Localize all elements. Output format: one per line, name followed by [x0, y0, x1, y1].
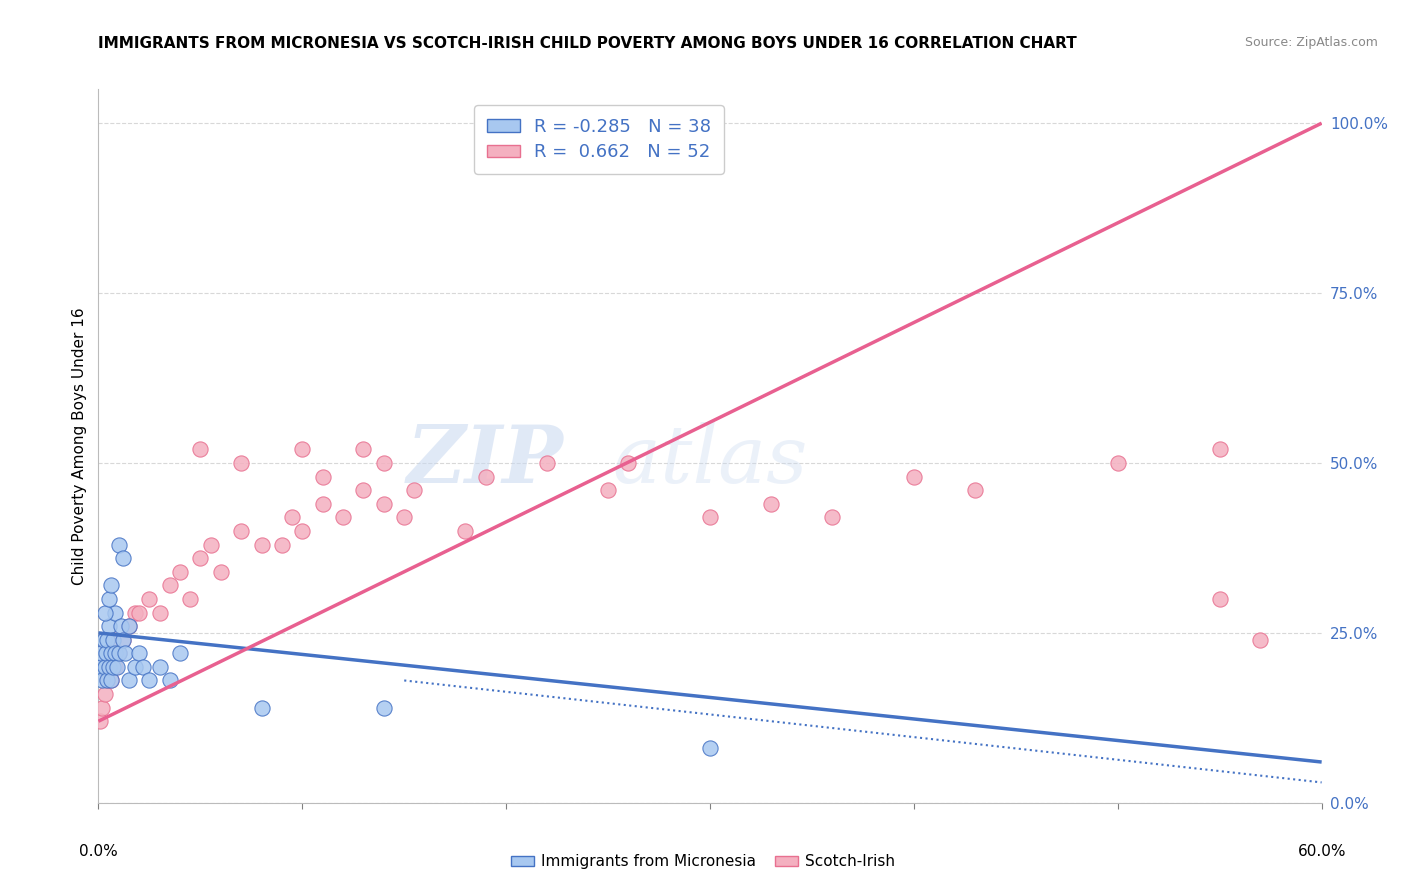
- Point: [101, 632, 124, 647]
- Point: [1249, 632, 1271, 647]
- Point: [128, 606, 150, 620]
- Point: [965, 483, 987, 498]
- Text: 0.0%: 0.0%: [79, 844, 118, 859]
- Text: Source: ZipAtlas.com: Source: ZipAtlas.com: [1244, 36, 1378, 49]
- Point: [312, 469, 335, 483]
- Point: [699, 510, 721, 524]
- Point: [91, 673, 114, 688]
- Point: [250, 537, 273, 551]
- Text: 60.0%: 60.0%: [1298, 844, 1346, 859]
- Point: [149, 660, 172, 674]
- Legend: Immigrants from Micronesia, Scotch-Irish: Immigrants from Micronesia, Scotch-Irish: [505, 848, 901, 875]
- Text: atlas: atlas: [612, 422, 807, 499]
- Point: [124, 660, 146, 674]
- Point: [1107, 456, 1129, 470]
- Text: ZIP: ZIP: [406, 422, 564, 499]
- Point: [1208, 591, 1232, 606]
- Point: [93, 606, 115, 620]
- Point: [104, 606, 127, 620]
- Point: [105, 660, 128, 674]
- Point: [231, 456, 253, 470]
- Point: [250, 700, 273, 714]
- Point: [118, 619, 141, 633]
- Point: [89, 714, 111, 729]
- Point: [100, 673, 122, 688]
- Point: [159, 578, 181, 592]
- Point: [132, 660, 155, 674]
- Point: [352, 483, 374, 498]
- Point: [291, 442, 314, 457]
- Point: [231, 524, 253, 538]
- Point: [903, 469, 925, 483]
- Point: [281, 510, 304, 524]
- Point: [97, 660, 120, 674]
- Text: IMMIGRANTS FROM MICRONESIA VS SCOTCH-IRISH CHILD POVERTY AMONG BOYS UNDER 16 COR: IMMIGRANTS FROM MICRONESIA VS SCOTCH-IRI…: [98, 36, 1077, 51]
- Point: [352, 442, 374, 457]
- Point: [96, 673, 118, 688]
- Point: [617, 456, 640, 470]
- Point: [97, 660, 120, 674]
- Point: [1208, 442, 1232, 457]
- Point: [91, 700, 114, 714]
- Point: [373, 700, 395, 714]
- Point: [596, 483, 619, 498]
- Point: [179, 591, 201, 606]
- Point: [124, 606, 146, 620]
- Point: [104, 646, 127, 660]
- Legend: R = -0.285   N = 38, R =  0.662   N = 52: R = -0.285 N = 38, R = 0.662 N = 52: [474, 105, 724, 174]
- Point: [209, 565, 232, 579]
- Y-axis label: Child Poverty Among Boys Under 16: Child Poverty Among Boys Under 16: [72, 307, 87, 585]
- Point: [373, 456, 395, 470]
- Point: [200, 537, 222, 551]
- Point: [111, 632, 134, 647]
- Point: [159, 673, 181, 688]
- Point: [392, 510, 416, 524]
- Point: [332, 510, 354, 524]
- Point: [536, 456, 558, 470]
- Point: [93, 687, 115, 701]
- Point: [404, 483, 426, 498]
- Point: [291, 524, 314, 538]
- Point: [89, 660, 111, 674]
- Point: [149, 606, 172, 620]
- Point: [759, 497, 782, 511]
- Point: [94, 646, 117, 660]
- Point: [100, 646, 122, 660]
- Point: [699, 741, 721, 756]
- Point: [454, 524, 477, 538]
- Point: [93, 660, 115, 674]
- Point: [110, 619, 132, 633]
- Point: [312, 497, 335, 511]
- Point: [270, 537, 294, 551]
- Point: [128, 646, 150, 660]
- Point: [96, 632, 118, 647]
- Point: [138, 591, 160, 606]
- Point: [821, 510, 844, 524]
- Point: [169, 646, 191, 660]
- Point: [93, 632, 115, 647]
- Point: [108, 646, 131, 660]
- Point: [108, 646, 131, 660]
- Point: [108, 537, 131, 551]
- Point: [138, 673, 160, 688]
- Point: [97, 619, 120, 633]
- Point: [104, 660, 127, 674]
- Point: [188, 551, 212, 566]
- Point: [373, 497, 395, 511]
- Point: [96, 673, 118, 688]
- Point: [100, 673, 122, 688]
- Point: [118, 673, 141, 688]
- Point: [101, 632, 124, 647]
- Point: [169, 565, 191, 579]
- Point: [101, 660, 124, 674]
- Point: [100, 578, 122, 592]
- Point: [114, 646, 136, 660]
- Point: [188, 442, 212, 457]
- Point: [111, 632, 134, 647]
- Point: [118, 619, 141, 633]
- Point: [474, 469, 498, 483]
- Point: [97, 591, 120, 606]
- Point: [111, 551, 134, 566]
- Point: [90, 646, 112, 660]
